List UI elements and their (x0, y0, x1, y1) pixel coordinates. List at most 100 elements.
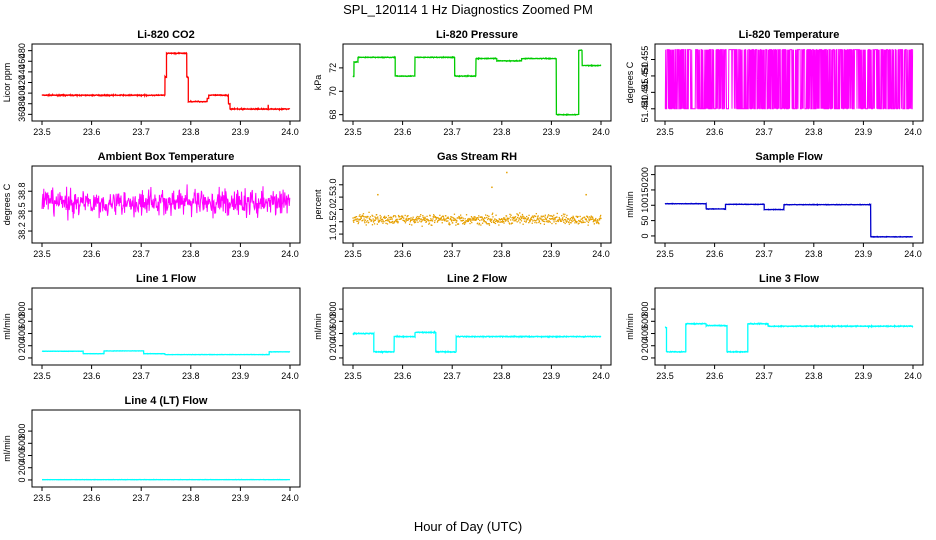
data-point (493, 219, 495, 222)
data-point (404, 220, 406, 222)
data-point (586, 215, 588, 217)
data-point (556, 219, 559, 221)
y-tick-label: 38.2 (17, 222, 27, 240)
data-point (470, 220, 472, 222)
data-point (459, 217, 461, 219)
y-tick-label: 600 (640, 314, 650, 329)
data-point (511, 222, 513, 224)
data-point (353, 216, 356, 219)
data-point (405, 220, 407, 222)
x-tick-label: 23.5 (656, 371, 674, 381)
x-tick-label: 23.5 (33, 127, 51, 137)
x-tick-label: 23.9 (232, 249, 250, 259)
data-point (517, 214, 519, 217)
data-point (453, 219, 455, 222)
y-tick-label: 51.440 (640, 95, 650, 123)
x-tick-label: 23.8 (805, 371, 823, 381)
data-point (385, 216, 387, 218)
x-tick-label: 23.8 (493, 371, 511, 381)
data-point (419, 220, 421, 222)
data-point (474, 219, 476, 221)
y-tick-label: 1.5 (328, 215, 338, 228)
y-tick-label: 380 (17, 96, 27, 111)
data-point (540, 218, 543, 220)
data-point (385, 220, 387, 222)
data-point (452, 222, 454, 224)
data-point (510, 214, 512, 216)
data-point (498, 224, 500, 226)
data-point (542, 219, 544, 221)
data-point (495, 214, 497, 216)
data-point (388, 216, 390, 219)
x-tick-label: 23.6 (83, 127, 101, 137)
data-point (551, 218, 553, 220)
data-point (477, 222, 479, 224)
data-point (358, 215, 360, 217)
data-point (520, 220, 523, 222)
data-point (573, 218, 576, 221)
data-point (418, 216, 420, 218)
data-point (564, 222, 566, 225)
panel-title: Line 4 (LT) Flow (125, 395, 208, 407)
x-tick-label: 23.6 (394, 127, 412, 137)
data-point (533, 215, 535, 217)
data-point (486, 223, 488, 225)
data-point (493, 221, 495, 223)
data-point (447, 216, 449, 218)
data-point (421, 219, 424, 221)
data-point (518, 220, 520, 222)
data-point (404, 214, 406, 217)
data-point (544, 214, 546, 216)
panel-title: Gas Stream RH (437, 151, 517, 163)
data-point (378, 221, 380, 223)
data-point (356, 220, 358, 222)
y-tick-label: 400 (328, 326, 338, 341)
data-point (446, 220, 448, 222)
data-point (572, 215, 574, 217)
data-point (577, 223, 579, 225)
data-point (411, 224, 413, 226)
data-point (594, 220, 596, 222)
data-point (355, 216, 358, 218)
x-tick-label: 23.5 (344, 371, 362, 381)
data-point (472, 219, 474, 221)
data-point (511, 217, 513, 219)
data-point (509, 213, 511, 215)
data-point (574, 222, 576, 224)
data-point (422, 216, 424, 218)
data-point (513, 218, 515, 220)
data-point (587, 224, 589, 226)
data-point (369, 216, 372, 218)
data-point (435, 216, 437, 218)
data-point (510, 219, 512, 221)
data-point (371, 224, 374, 226)
series-points (352, 171, 602, 227)
data-point (465, 214, 468, 216)
data-point (410, 219, 412, 221)
panel-9: Line 3 Flow 23.5 23.6 23.7 23.8 23.9 24.0 0 2004… (625, 273, 924, 381)
data-point (407, 219, 409, 221)
data-point (456, 217, 458, 219)
data-point (357, 222, 359, 225)
data-point (485, 222, 487, 224)
data-point (527, 217, 529, 219)
data-point (562, 217, 564, 219)
data-point (453, 217, 455, 220)
data-point (412, 219, 415, 221)
x-tick-label: 23.9 (543, 249, 561, 259)
data-point (451, 216, 453, 218)
x-tick-label: 23.9 (232, 127, 250, 137)
data-point (433, 215, 435, 217)
data-point (514, 216, 517, 218)
data-point (463, 221, 465, 224)
data-point (396, 218, 398, 220)
data-point (376, 223, 378, 225)
data-point (452, 217, 454, 219)
panel-title: Line 1 Flow (136, 273, 196, 285)
x-tick-label: 24.0 (592, 249, 610, 259)
data-point (488, 223, 490, 225)
data-point (352, 220, 354, 222)
data-point (549, 215, 551, 217)
x-tick-label: 23.5 (656, 127, 674, 137)
